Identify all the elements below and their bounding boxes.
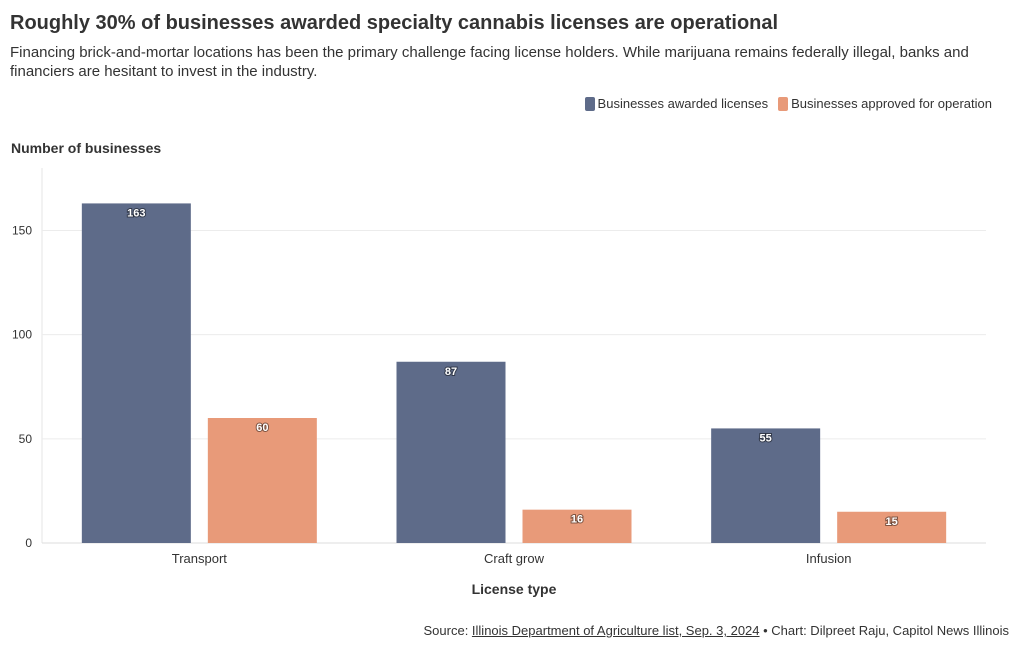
bar-approved [522,509,632,543]
y-tick-label: 0 [25,536,32,550]
footer-separator: • [759,623,772,638]
data-label: 60 [256,422,268,434]
bar-awarded [81,203,191,543]
x-axis-title: License type [472,581,557,597]
chart-credit: Chart: Dilpreet Raju, Capitol News Illin… [771,623,1009,638]
data-label: 16 [571,514,583,526]
bar-chart: 0 50 100 150 163 60 Transport 87 16 Craft grow 55 1… [12,168,986,597]
legend: Businesses awarded licenses Businesses a… [584,96,992,111]
bar-approved [207,418,317,543]
source-prefix: Source: [423,623,472,638]
y-tick-label: 50 [19,432,33,446]
source-link[interactable]: Illinois Department of Agriculture list,… [471,623,760,638]
bar-awarded [711,428,821,543]
chart-title: Roughly 30% of businesses awarded specia… [10,12,779,34]
bar-awarded [396,361,506,543]
data-label: 87 [445,366,457,378]
legend-label-approved: Businesses approved for operation [791,96,992,111]
x-tick-label: Craft grow [484,551,545,566]
legend-item-awarded: Businesses awarded licenses [584,96,769,111]
y-tick-label: 100 [12,328,32,342]
chart-subtitle: Financing brick-and-mortar locations has… [10,44,969,80]
data-label: 163 [127,207,145,219]
x-tick-label: Transport [172,551,228,566]
legend-label-awarded: Businesses awarded licenses [597,96,769,111]
legend-swatch-awarded [584,96,595,111]
legend-item-approved: Businesses approved for operation [778,96,992,111]
data-label: 55 [760,432,772,444]
x-tick-label: Infusion [806,551,852,566]
legend-swatch-approved [778,96,789,111]
data-label: 15 [886,516,898,528]
bar-approved [837,511,947,543]
chart-footer: Source: Illinois Department of Agricultu… [424,623,1010,638]
y-tick-label: 150 [12,224,32,238]
y-axis-title: Number of businesses [11,140,162,156]
